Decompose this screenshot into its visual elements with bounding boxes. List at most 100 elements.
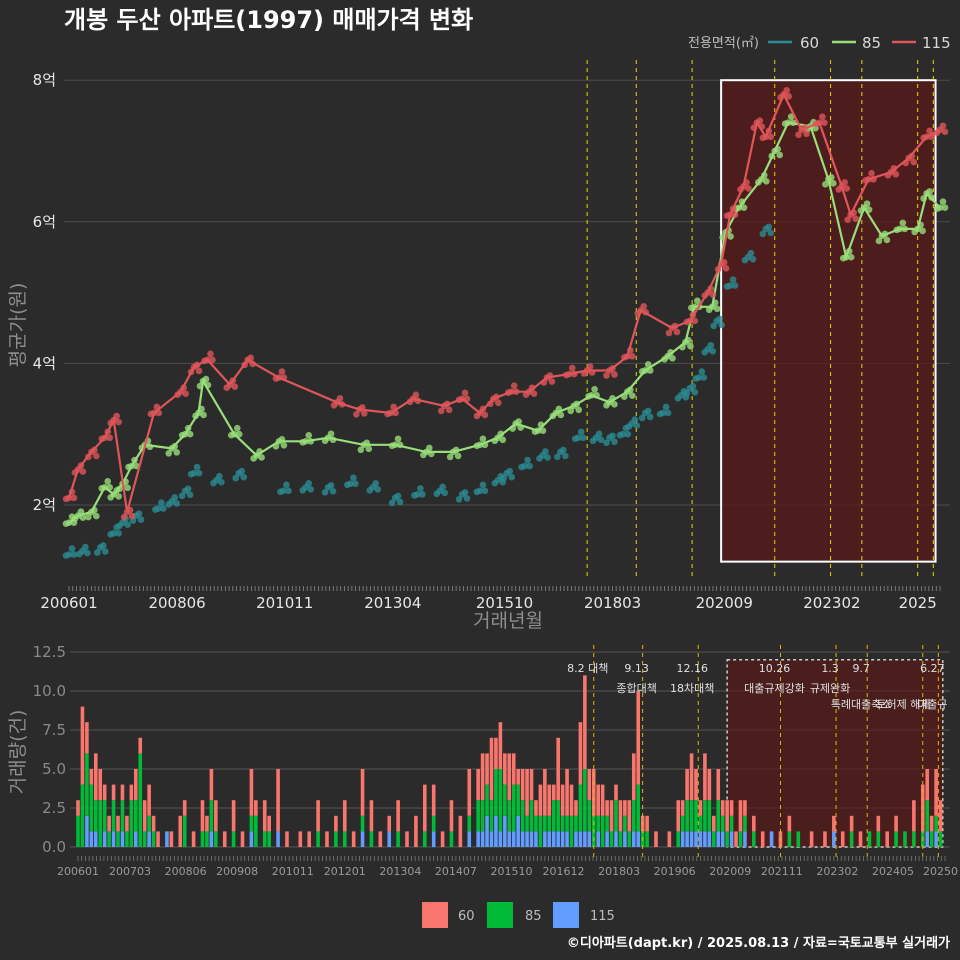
series-point-60 bbox=[232, 474, 240, 482]
legend-bottom-label-60: 60 bbox=[458, 909, 475, 924]
series-point-85 bbox=[125, 463, 132, 471]
policy-date-label: 9.13 bbox=[624, 662, 649, 675]
volume-bar-115 bbox=[209, 831, 214, 847]
series-point-115 bbox=[528, 384, 536, 392]
series-point-60 bbox=[299, 487, 307, 494]
volume-bar-85 bbox=[556, 800, 560, 832]
legend-swatch-115 bbox=[553, 902, 579, 928]
volume-bar-85 bbox=[712, 831, 716, 847]
series-point-60 bbox=[84, 549, 91, 557]
volume-bar-85 bbox=[316, 831, 320, 847]
volume-bar-115 bbox=[120, 831, 125, 847]
volume-bar-60 bbox=[85, 722, 89, 754]
volume-bar-60 bbox=[360, 769, 365, 816]
legend-label-85: 85 bbox=[862, 34, 881, 52]
volume-bar-60 bbox=[222, 831, 227, 847]
series-point-115 bbox=[247, 354, 254, 362]
series-point-115 bbox=[723, 212, 731, 220]
series-point-85 bbox=[646, 367, 654, 374]
legend-bottom-label-115: 115 bbox=[590, 909, 615, 924]
volume-bar-60 bbox=[102, 784, 107, 801]
volume-bar-115 bbox=[689, 831, 694, 847]
volume-bar-85 bbox=[694, 800, 698, 832]
volume-bar-60 bbox=[538, 784, 543, 816]
volume-bar-60 bbox=[583, 675, 587, 769]
volume-bar-60 bbox=[600, 784, 605, 816]
series-point-60 bbox=[698, 368, 706, 375]
series-point-85 bbox=[131, 456, 138, 464]
volume-bar-60 bbox=[716, 769, 721, 801]
volume-bar-115 bbox=[89, 831, 94, 847]
volume-bar-85 bbox=[485, 784, 489, 816]
series-point-115 bbox=[801, 124, 808, 132]
volume-bar-60 bbox=[516, 769, 520, 785]
series-point-115 bbox=[671, 322, 679, 330]
volume-bar-85 bbox=[934, 815, 938, 832]
series-point-115 bbox=[272, 375, 280, 382]
series-point-85 bbox=[481, 441, 489, 449]
series-point-85 bbox=[669, 355, 676, 362]
series-point-60 bbox=[372, 480, 380, 487]
volume-bar-60 bbox=[120, 784, 125, 801]
volume-bar-60 bbox=[689, 753, 694, 801]
volume-bar-85 bbox=[147, 815, 151, 832]
volume-bar-85 bbox=[214, 831, 218, 847]
series-point-85 bbox=[928, 194, 935, 201]
price-x-tick: 201011 bbox=[256, 594, 313, 612]
price-y-tick: 6억 bbox=[33, 213, 56, 231]
series-point-85 bbox=[627, 386, 634, 394]
series-point-60 bbox=[344, 481, 351, 489]
volume-x-tick: 201201 bbox=[324, 865, 366, 878]
volume-bar-115 bbox=[507, 831, 512, 847]
volume-bar-85 bbox=[107, 831, 111, 847]
series-point-115 bbox=[621, 354, 628, 361]
series-point-60 bbox=[366, 487, 374, 494]
series-point-60 bbox=[171, 494, 179, 501]
volume-bar-60 bbox=[734, 831, 738, 847]
series-point-115 bbox=[745, 185, 752, 192]
series-point-85 bbox=[454, 452, 462, 460]
volume-bar-85 bbox=[129, 800, 134, 847]
volume-bar-60 bbox=[876, 815, 881, 832]
series-point-85 bbox=[644, 361, 652, 368]
series-point-60 bbox=[691, 388, 699, 396]
series-point-85 bbox=[515, 418, 522, 425]
volume-bar-60 bbox=[200, 800, 205, 832]
series-point-60 bbox=[644, 407, 652, 415]
series-point-60 bbox=[731, 282, 739, 289]
series-point-60 bbox=[99, 542, 107, 549]
volume-bar-115 bbox=[85, 815, 89, 847]
series-point-60 bbox=[186, 491, 194, 499]
series-point-115 bbox=[384, 410, 391, 418]
series-point-115 bbox=[783, 87, 790, 94]
series-point-85 bbox=[863, 200, 871, 207]
series-point-60 bbox=[62, 552, 70, 559]
volume-bar-85 bbox=[534, 815, 538, 832]
series-point-115 bbox=[939, 122, 947, 130]
volume-bar-85 bbox=[507, 800, 512, 832]
volume-bar-60 bbox=[80, 706, 85, 785]
series-point-60 bbox=[152, 506, 159, 513]
volume-bar-60 bbox=[414, 815, 418, 847]
volume-bar-60 bbox=[631, 753, 636, 801]
series-point-85 bbox=[233, 424, 241, 432]
volume-bar-115 bbox=[636, 831, 641, 847]
series-point-85 bbox=[688, 304, 695, 312]
legend-swatch-85 bbox=[487, 902, 513, 928]
volume-bar-60 bbox=[494, 737, 498, 769]
series-point-85 bbox=[881, 230, 889, 238]
volume-bar-60 bbox=[169, 831, 174, 847]
series-point-115 bbox=[249, 360, 256, 368]
series-point-115 bbox=[71, 469, 79, 476]
series-point-85 bbox=[883, 236, 891, 244]
series-point-60 bbox=[747, 249, 755, 257]
series-point-85 bbox=[497, 430, 505, 438]
volume-bar-85 bbox=[583, 769, 587, 832]
series-point-60 bbox=[463, 495, 471, 502]
volume-bar-60 bbox=[298, 831, 303, 847]
volume-y-tick: 0.0 bbox=[42, 838, 66, 856]
volume-bar-115 bbox=[476, 831, 480, 847]
volume-bar-85 bbox=[685, 800, 689, 832]
volume-bar-60 bbox=[369, 800, 374, 832]
series-point-115 bbox=[765, 127, 773, 135]
